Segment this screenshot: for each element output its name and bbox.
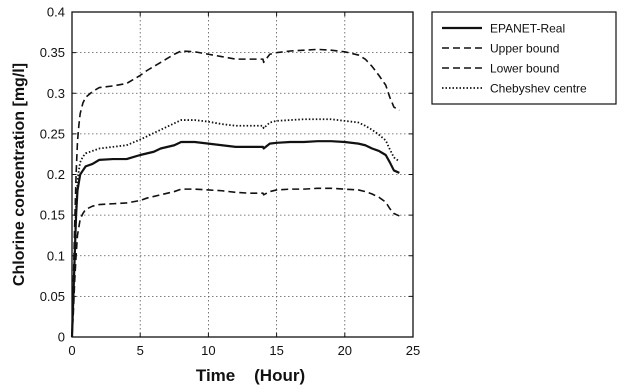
series-line-3 — [71, 187, 400, 338]
legend-label-2: Upper bound — [490, 42, 559, 56]
x-axis-title: Time (Hour) — [196, 366, 305, 385]
x-tick-label: 20 — [338, 343, 352, 358]
x-tick-label: 5 — [137, 343, 144, 358]
y-axis-title: Chlorine concentration [mg/l] — [11, 63, 28, 286]
y-tick-label: 0.2 — [47, 167, 65, 182]
y-tick-label: 0.1 — [47, 248, 65, 263]
x-tick-label: 25 — [406, 343, 420, 358]
series-line-2 — [71, 48, 400, 338]
y-tick-label: 0 — [58, 330, 65, 345]
y-tick-label: 0.05 — [40, 289, 65, 304]
y-tick-label: 0.35 — [40, 45, 65, 60]
legend-label-4: Chebyshev centre — [490, 82, 587, 96]
series-lines — [70, 48, 400, 338]
y-tick-label: 0.25 — [40, 126, 65, 141]
y-tick-label: 0.4 — [47, 5, 65, 20]
x-tick-label: 15 — [269, 343, 283, 358]
axis-ticks: 0 5 10 15 20 25 0 0.05 0.1 0.15 0.2 0.25 0.3 0.35 0.4 — [40, 5, 421, 359]
legend-label-1: EPANET-Real — [490, 22, 565, 36]
y-tick-label: 0.3 — [47, 86, 65, 101]
grid-lines — [72, 12, 413, 337]
series-line-1 — [70, 140, 400, 338]
series-line-4 — [71, 118, 400, 338]
x-tick-label: 10 — [201, 343, 215, 358]
x-tick-label: 0 — [68, 343, 75, 358]
legend: EPANET-Real Upper bound Lower bound Chebysh… — [431, 11, 617, 105]
legend-label-3: Lower bound — [490, 62, 559, 76]
y-tick-label: 0.15 — [40, 208, 65, 223]
